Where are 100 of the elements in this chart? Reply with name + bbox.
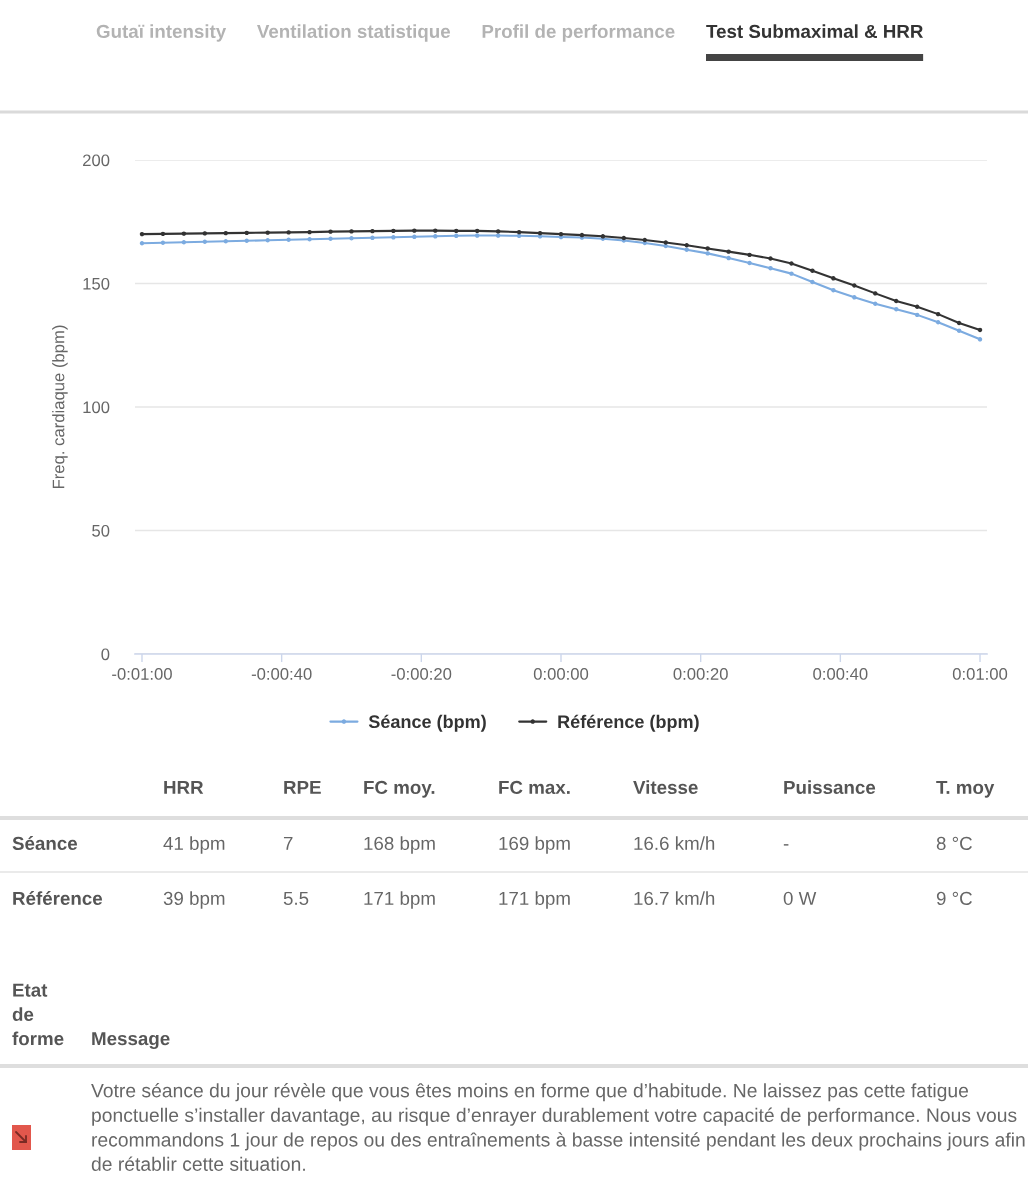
point <box>139 231 145 237</box>
point <box>160 231 166 237</box>
point <box>391 235 396 240</box>
point <box>139 241 145 246</box>
text: 5.5 <box>283 891 309 906</box>
x-tick-label: 0:01:00 <box>952 668 1008 680</box>
point <box>412 234 417 240</box>
x-tick-label: -0:01:00 <box>112 668 172 680</box>
point <box>454 228 459 234</box>
point <box>181 231 187 236</box>
category-label: HRR <box>164 780 204 794</box>
text: 39 bpm <box>163 891 225 909</box>
point <box>181 240 187 245</box>
point <box>810 268 815 273</box>
category-label: Vitesse <box>633 780 698 795</box>
point <box>244 230 249 236</box>
point <box>349 229 354 234</box>
category-label: Message <box>92 1032 170 1049</box>
point <box>852 295 857 300</box>
category-label: Référence <box>13 891 103 906</box>
point <box>726 249 731 254</box>
point <box>412 228 417 233</box>
point <box>516 233 522 239</box>
point <box>789 271 794 276</box>
point <box>265 238 270 243</box>
point <box>223 230 229 236</box>
text: 16.7 km/h <box>634 891 715 906</box>
y-tick-label: 0 <box>101 648 110 661</box>
point <box>202 231 208 236</box>
point <box>747 252 752 258</box>
point <box>307 237 312 242</box>
y-tick-label: 50 <box>92 524 110 537</box>
point <box>391 228 396 234</box>
category-label: RPE <box>284 780 321 794</box>
point <box>495 229 501 234</box>
point <box>433 234 438 239</box>
text: 0 W <box>783 891 817 906</box>
y-tick-label: 150 <box>83 277 110 290</box>
point <box>977 337 983 342</box>
text: 168 bpm <box>364 836 435 854</box>
point <box>705 251 710 256</box>
point <box>370 228 375 234</box>
point <box>244 238 249 243</box>
category-label: Séance <box>12 836 78 851</box>
point <box>684 242 689 248</box>
text: Votre séance du jour révèle que vous êtes moins en forme que d’habitude. Ne laissez pas cette fatigue ponctuelle s’installer davantage, au risque d’enrayer durablement votre capacité de performance. Nous vous recommandons 1 jour de repos ou des entraînements à basse intensité pendant les deux prochains jours afin de rétablir cette situation. <box>91 1083 1025 1171</box>
category-label: FC moy. <box>364 780 435 798</box>
point <box>831 276 836 281</box>
point <box>768 265 773 271</box>
point <box>914 304 920 309</box>
y-axis-title: Freq. cardiaque (bpm) <box>52 325 68 489</box>
point <box>223 239 229 244</box>
point <box>433 228 438 233</box>
point <box>349 236 354 241</box>
text: 171 bpm <box>364 891 435 909</box>
point <box>286 230 291 235</box>
point <box>726 255 731 261</box>
text: Profil de performance <box>482 24 675 42</box>
text: 171 bpm <box>499 891 570 909</box>
category-label: T. moy <box>936 780 995 798</box>
category-label: FC max. <box>499 780 570 795</box>
point <box>893 306 899 312</box>
x-tick-label: -0:00:20 <box>391 668 452 680</box>
point <box>663 240 668 245</box>
point <box>474 233 480 238</box>
point <box>852 283 857 288</box>
point <box>873 291 878 296</box>
point <box>705 246 710 251</box>
point <box>935 320 941 325</box>
category-label: Puissance <box>784 780 876 795</box>
y-tick-label: 200 <box>83 154 110 167</box>
point <box>831 287 836 293</box>
x-tick-label: -0:00:40 <box>251 668 312 680</box>
point <box>873 301 878 306</box>
point <box>747 260 752 266</box>
point <box>684 247 689 252</box>
legend-label: Séance (bpm) <box>368 714 486 732</box>
text: - <box>783 844 789 846</box>
point <box>370 235 375 241</box>
text: 8 °C <box>936 836 972 851</box>
point <box>286 237 291 243</box>
point <box>202 239 208 244</box>
point <box>956 320 962 326</box>
point <box>810 279 815 285</box>
point <box>160 240 166 245</box>
point <box>454 233 459 239</box>
text: 7 <box>283 836 293 850</box>
text: 169 bpm <box>499 836 570 854</box>
point <box>537 230 543 236</box>
text: Gutaï intensity <box>96 24 227 42</box>
point <box>516 229 522 235</box>
chart-title: Test Submaximal & HRR <box>706 24 924 39</box>
text: 16.6 km/h <box>634 836 715 851</box>
legend-label: Référence (bpm) <box>558 714 699 732</box>
point <box>474 228 480 234</box>
y-tick-label: 100 <box>83 401 110 414</box>
point <box>893 298 899 304</box>
point <box>328 236 333 242</box>
point <box>768 256 773 261</box>
text: 9 °C <box>936 891 972 906</box>
